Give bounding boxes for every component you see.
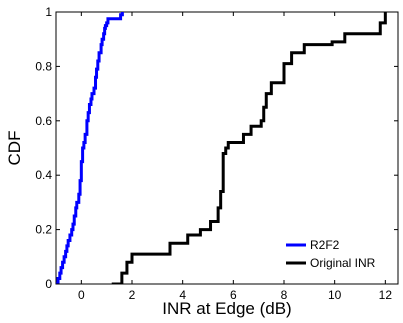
x-axis-label: INR at Edge (dB) (162, 299, 291, 318)
legend-label: Original INR (310, 256, 376, 270)
y-tick-label: 0.2 (35, 223, 52, 237)
plot-area: 0 2 4 6 8 10 12 0 0.2 0.4 0.6 0.8 1 R2F2 Original INR (35, 5, 399, 302)
x-tick-label: 2 (129, 288, 136, 302)
x-tick-label: 12 (379, 288, 393, 302)
y-tick-label: 0.6 (35, 114, 52, 128)
series-line-r2f2 (56, 12, 124, 284)
tick-layer: 0 2 4 6 8 10 12 0 0.2 0.4 0.6 0.8 1 (35, 5, 398, 302)
y-tick-label: 0 (45, 277, 52, 291)
data-layer (56, 12, 387, 284)
y-tick-label: 0.8 (35, 59, 52, 73)
x-tick-label: 0 (78, 288, 85, 302)
plot-frame (55, 11, 399, 285)
x-tick-label: 6 (230, 288, 237, 302)
x-tick-label: 4 (179, 288, 186, 302)
series-line-original-inr (111, 12, 387, 284)
y-tick-label: 0.4 (35, 168, 52, 182)
y-tick-label: 1 (45, 5, 52, 19)
x-tick-label: 10 (328, 288, 342, 302)
y-axis-label: CDF (5, 131, 24, 166)
legend-label: R2F2 (310, 238, 340, 252)
legend: R2F2 Original INR (286, 238, 376, 270)
x-tick-label: 8 (281, 288, 288, 302)
